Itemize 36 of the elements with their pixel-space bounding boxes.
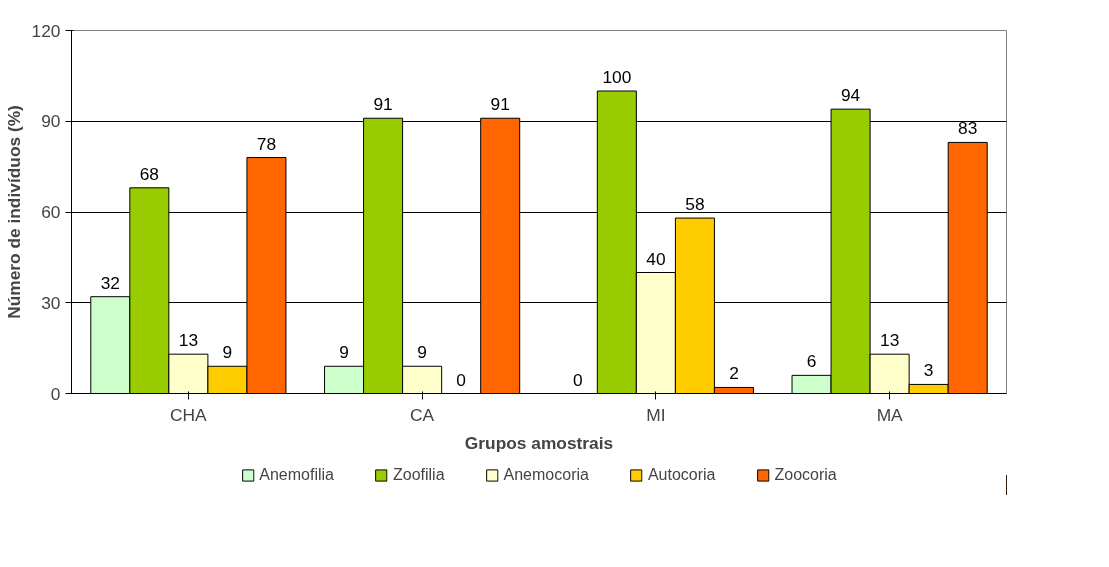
x-tick-label: MA xyxy=(876,404,904,425)
legend-label: Zoofilia xyxy=(392,466,445,484)
data-label: 6 xyxy=(806,351,817,372)
data-label: 91 xyxy=(490,94,510,115)
data-label: 32 xyxy=(100,272,120,293)
x-tick-label: CHA xyxy=(170,404,208,425)
legend-label: Zoocoria xyxy=(774,466,837,484)
data-label: 2 xyxy=(729,363,739,384)
data-label: 58 xyxy=(685,194,705,215)
data-label: 0 xyxy=(572,369,583,390)
data-label: 78 xyxy=(256,133,277,154)
data-label: 9 xyxy=(222,342,233,363)
y-tick-label: 90 xyxy=(41,111,61,132)
legend-label: Anemocoria xyxy=(503,466,589,484)
data-label: 94 xyxy=(840,85,861,106)
data-label: 83 xyxy=(958,118,978,139)
x-axis-title: Grupos amostrais xyxy=(464,432,614,453)
data-label: 91 xyxy=(373,94,393,115)
data-label: 40 xyxy=(646,248,666,269)
data-label: 100 xyxy=(602,67,632,87)
data-label: 0 xyxy=(456,369,466,390)
y-tick-label: 30 xyxy=(41,292,61,313)
legend-label: Anemofilia xyxy=(259,466,334,484)
y-tick-label: 120 xyxy=(31,20,61,41)
y-tick-label: 60 xyxy=(41,202,61,222)
data-label: 9 xyxy=(339,342,349,363)
x-tick-label: MI xyxy=(646,404,666,425)
data-label: 13 xyxy=(178,330,199,351)
legend-label: Autocoria xyxy=(647,466,716,484)
x-tick-label: CA xyxy=(410,404,435,425)
data-label: 68 xyxy=(139,163,159,184)
y-axis-title: Número de indivíduos (%) xyxy=(3,105,24,319)
data-label: 13 xyxy=(879,330,900,351)
data-label: 3 xyxy=(923,360,934,381)
y-tick-label: 0 xyxy=(50,383,61,404)
data-label: 9 xyxy=(417,342,427,363)
